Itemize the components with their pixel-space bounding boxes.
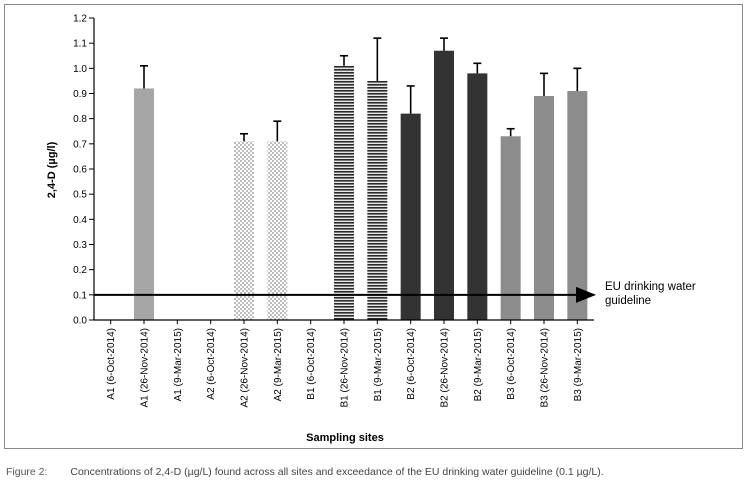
x-category-label: A2 (9-Mar-2015) (273, 328, 284, 401)
bar (134, 88, 154, 320)
guideline-label-line2: guideline (605, 295, 651, 307)
y-tick-label: 0.8 (73, 114, 87, 125)
y-tick-label: 1.2 (73, 14, 87, 25)
bar (567, 90, 588, 320)
bar (534, 96, 554, 321)
caption-label: Figure 2: (6, 466, 48, 478)
x-labels-layer: A1 (6-Oct-2014) A1 (26-Nov-2014) A1 (9-Mar… (106, 320, 584, 407)
bar (234, 141, 254, 320)
x-category-label: B3 (9-Mar-2015) (573, 328, 584, 401)
bar (400, 113, 421, 320)
error-bars-layer (140, 37, 582, 142)
x-category-label: A1 (9-Mar-2015) (173, 328, 184, 401)
x-category-label: A1 (6-Oct-2014) (106, 328, 117, 400)
y-axis-title: 2,4-D (µg/l) (46, 141, 58, 198)
x-category-label: B2 (9-Mar-2015) (473, 328, 484, 401)
bars-layer (134, 50, 588, 321)
x-category-label: B3 (26-Nov-2014) (540, 328, 551, 407)
y-tick-label: 0.6 (73, 165, 87, 176)
y-tick-label: 1.0 (73, 64, 87, 75)
bar (267, 141, 288, 320)
y-tick-label: 0.3 (73, 240, 87, 251)
bar (434, 50, 454, 320)
bar (367, 80, 388, 321)
figure-frame (4, 4, 743, 449)
x-category-label: B1 (26-Nov-2014) (340, 328, 351, 407)
bar (334, 65, 354, 320)
y-ticks-layer: 0.0 0.1 0.2 0.3 0.4 0.5 0.6 0.7 0.8 0.9 1.0 1.1 1.2 (73, 14, 94, 327)
y-tick-label: 0.1 (73, 290, 87, 301)
bar (467, 73, 488, 320)
x-category-label: B1 (9-Mar-2015) (373, 328, 384, 401)
x-category-label: A1 (26-Nov-2014) (140, 328, 151, 407)
y-tick-label: 0.5 (73, 190, 87, 201)
x-category-label: B1 (6-Oct-2014) (306, 328, 317, 400)
y-tick-label: 0.7 (73, 139, 87, 150)
y-tick-label: 0.4 (73, 215, 87, 226)
x-category-label: A2 (26-Nov-2014) (240, 328, 251, 407)
guideline-label-line1: EU drinking water (605, 281, 696, 293)
y-tick-label: 0.0 (73, 316, 87, 327)
bar (500, 136, 521, 320)
bar-chart: 0.00.10.20.30.40.50.60.70.80.91.01.11.2 … (46, 14, 696, 445)
x-category-label: B2 (26-Nov-2014) (440, 328, 451, 407)
x-category-label: B2 (6-Oct-2014) (406, 328, 417, 400)
figure-caption: Figure 2: Concentrations of 2,4-D (µg/L)… (6, 466, 604, 478)
y-tick-label: 1.1 (73, 39, 87, 50)
x-category-label: A2 (6-Oct-2014) (206, 328, 217, 400)
x-axis-title: Sampling sites (306, 432, 384, 444)
y-tick-label: 0.2 (73, 265, 87, 276)
caption-text: Concentrations of 2,4-D (µg/L) found acr… (70, 466, 604, 478)
y-tick-label: 0.9 (73, 89, 87, 100)
x-category-label: B3 (6-Oct-2014) (506, 328, 517, 400)
